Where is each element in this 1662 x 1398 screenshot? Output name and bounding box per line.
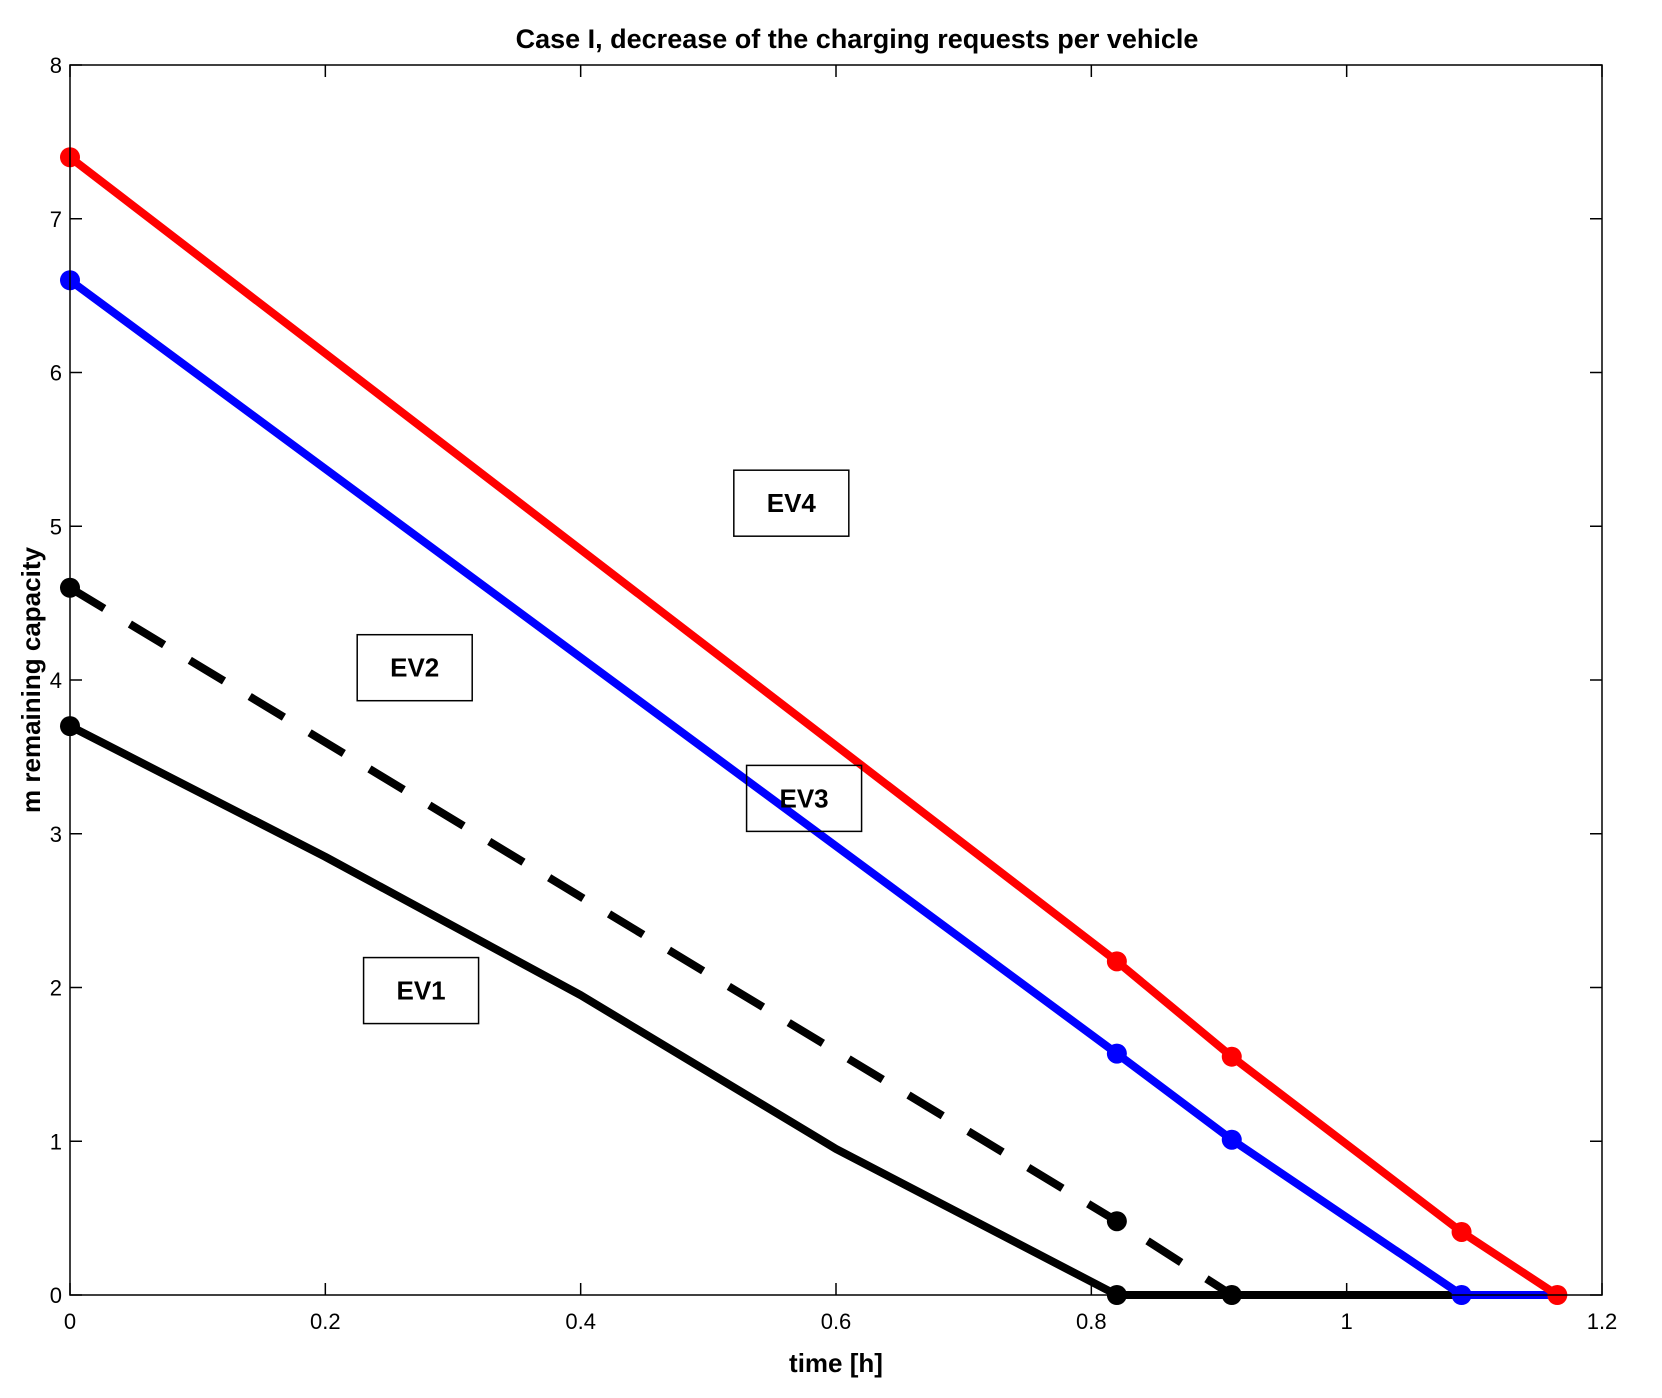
data-point-ev4 (1106, 951, 1127, 972)
x-tick-label: 0.6 (821, 1309, 852, 1334)
plot-area-frame (69, 64, 1603, 1296)
annotation-box-ev2 (356, 633, 473, 702)
annotation-box-ev1 (362, 956, 480, 1025)
x-tick-label: 0.2 (310, 1309, 341, 1334)
data-point-ev3 (1106, 1043, 1127, 1064)
annotation-label-ev4: EV4 (767, 488, 817, 518)
x-tick-label: 1.2 (1587, 1309, 1618, 1334)
series-line-ev4 (67, 154, 1560, 1299)
y-tick-label: 2 (50, 976, 62, 1001)
annotation-box-ev3 (745, 764, 863, 833)
y-tick-label: 5 (50, 514, 62, 539)
y-tick-label: 4 (50, 668, 62, 693)
y-tick-label: 0 (50, 1283, 62, 1308)
x-tick-label: 1 (1341, 1309, 1353, 1334)
y-tick-label: 8 (50, 53, 62, 78)
x-tick-label: 0 (64, 1309, 76, 1334)
annotation-box-ev4 (733, 469, 850, 537)
x-tick-label: 0.4 (565, 1309, 596, 1334)
annotation-label-ev1: EV1 (397, 976, 446, 1006)
series-line-ev2 (67, 584, 1234, 1299)
y-tick-label: 7 (50, 207, 62, 232)
chart-title: Case I, decrease of the charging request… (516, 24, 1199, 54)
data-point-ev2 (1106, 1211, 1127, 1232)
y-tick-label: 6 (50, 361, 62, 386)
y-tick-label: 3 (50, 822, 62, 847)
y-tick-label: 1 (50, 1129, 62, 1154)
data-point-ev4 (1221, 1046, 1242, 1067)
y-axis-title: m remaining capacity (16, 547, 46, 813)
data-point-ev4 (1451, 1221, 1472, 1242)
annotation-label-ev3: EV3 (780, 783, 829, 813)
data-point-ev3 (1221, 1129, 1242, 1150)
x-axis-title: time [h] (789, 1348, 883, 1378)
x-tick-label: 0.8 (1076, 1309, 1107, 1334)
annotation-label-ev2: EV2 (390, 653, 439, 683)
